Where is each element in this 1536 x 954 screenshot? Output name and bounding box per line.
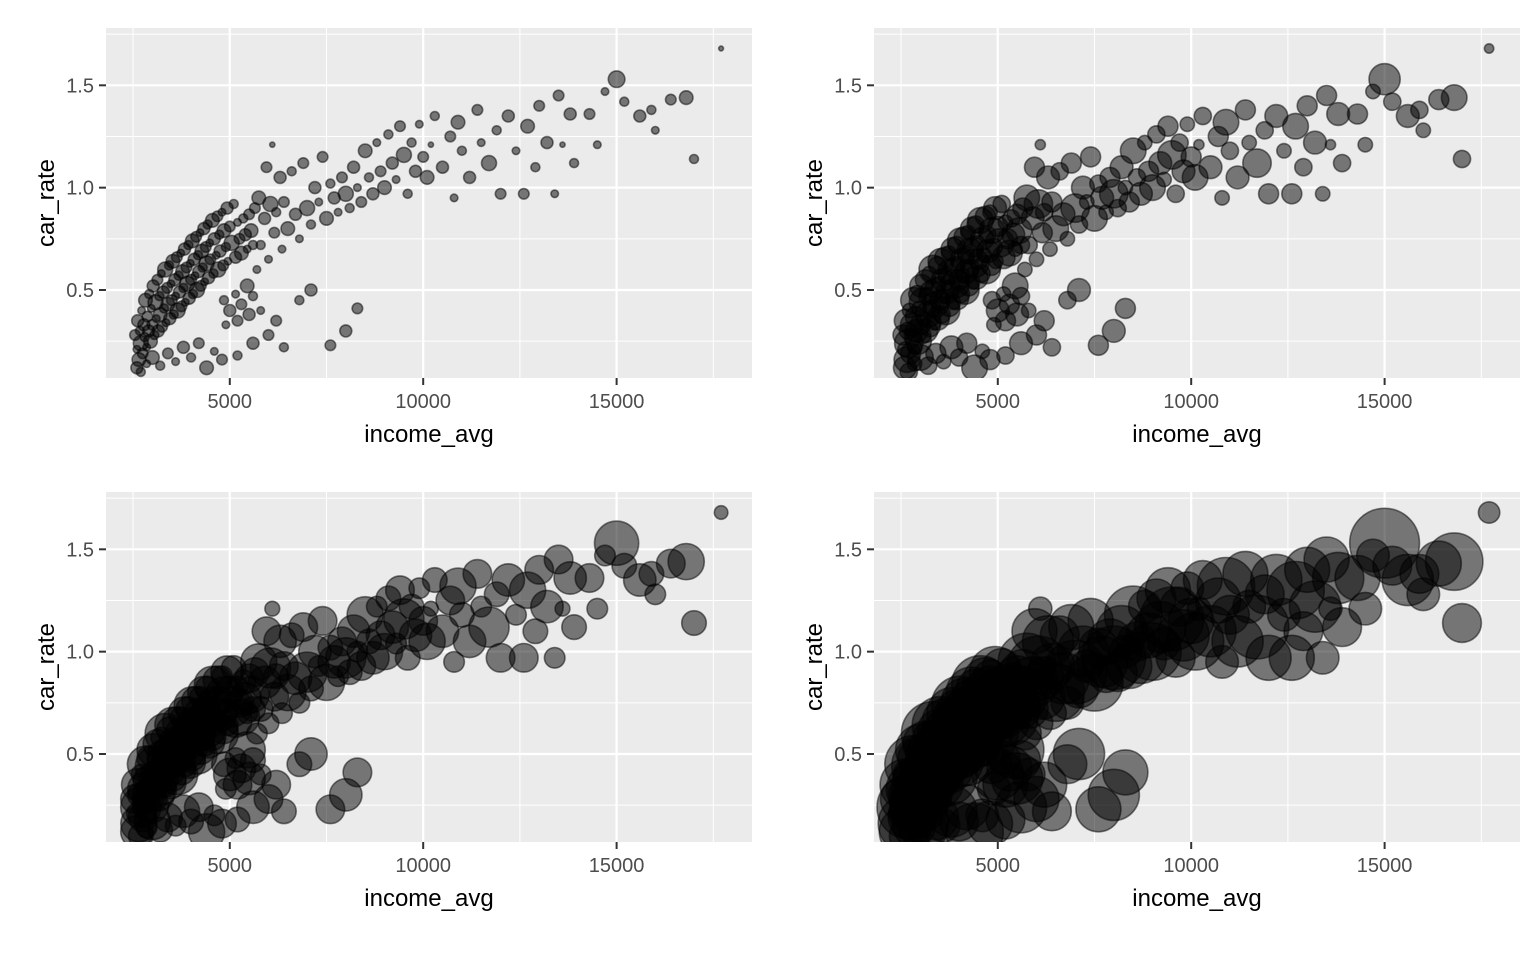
y-tick-label: 0.5: [66, 744, 94, 766]
x-axis-title: income_avg: [1132, 885, 1261, 912]
plot-svg-top-right: 5000 10000 15000 0.5 1.0 1.5 income_avg car_rat…: [801, 28, 1520, 448]
subplot-bottom-right: 5000 10000 15000 0.5 1.0 1.5 income_avg car_rat…: [768, 475, 1536, 949]
x-tick-label: 15000: [589, 391, 645, 413]
x-tick-label: 5000: [976, 855, 1021, 877]
subplot-bottom-left: 5000 10000 15000 0.5 1.0 1.5 income_avg car_rat…: [0, 475, 768, 949]
x-axis-title: income_avg: [364, 421, 493, 448]
plot-svg-bottom-right: 5000 10000 15000 0.5 1.0 1.5 income_avg car_rat…: [801, 492, 1520, 912]
y-tick-label: 1.0: [66, 178, 94, 200]
axis-tick-marks: [99, 548, 618, 849]
y-tick-label: 0.5: [66, 280, 94, 302]
x-tick-label: 10000: [395, 391, 451, 413]
plot-svg-bottom-left: 5000 10000 15000 0.5 1.0 1.5 income_avg car_rat…: [33, 492, 752, 912]
y-tick-label: 1.5: [66, 75, 94, 97]
points-layer: [892, 42, 1495, 378]
panel-background: [106, 28, 752, 378]
panel-background: [106, 492, 752, 842]
x-tick-label: 10000: [1163, 855, 1219, 877]
y-tick-label: 1.0: [66, 642, 94, 664]
y-axis-title: car_rate: [801, 159, 828, 247]
y-tick-label: 0.5: [834, 280, 862, 302]
x-tick-label: 5000: [976, 391, 1021, 413]
x-tick-label: 15000: [1357, 855, 1413, 877]
x-tick-label: 15000: [1357, 391, 1413, 413]
y-tick-label: 1.0: [834, 178, 862, 200]
points-layer: [128, 45, 725, 378]
plot-svg-top-left: 5000 10000 15000 0.5 1.0 1.5 income_avg car_rat…: [33, 28, 752, 448]
subplot-top-left: 5000 10000 15000 0.5 1.0 1.5 income_avg car_rat…: [0, 0, 768, 475]
y-tick-label: 0.5: [834, 744, 862, 766]
axis-tick-marks: [867, 84, 1386, 385]
x-tick-label: 15000: [589, 855, 645, 877]
points-layer: [876, 500, 1501, 842]
x-tick-label: 5000: [208, 391, 253, 413]
y-tick-label: 1.5: [834, 75, 862, 97]
x-axis-title: income_avg: [364, 885, 493, 912]
y-tick-label: 1.0: [834, 642, 862, 664]
y-axis-title: car_rate: [801, 623, 828, 711]
points-layer: [119, 504, 729, 842]
y-tick-label: 1.5: [66, 539, 94, 561]
panel-background: [874, 28, 1520, 378]
y-axis-title: car_rate: [33, 623, 60, 711]
x-tick-label: 10000: [395, 855, 451, 877]
axis-tick-marks: [867, 548, 1386, 849]
x-tick-label: 10000: [1163, 391, 1219, 413]
subplot-top-right: 5000 10000 15000 0.5 1.0 1.5 income_avg car_rat…: [768, 0, 1536, 475]
x-tick-label: 5000: [208, 855, 253, 877]
y-axis-title: car_rate: [33, 159, 60, 247]
y-tick-label: 1.5: [834, 539, 862, 561]
x-axis-title: income_avg: [1132, 421, 1261, 448]
axis-tick-marks: [99, 84, 618, 385]
